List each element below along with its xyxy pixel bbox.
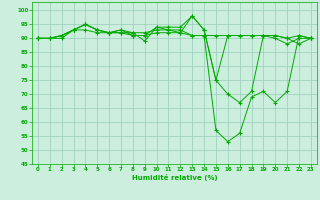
X-axis label: Humidité relative (%): Humidité relative (%) bbox=[132, 174, 217, 181]
